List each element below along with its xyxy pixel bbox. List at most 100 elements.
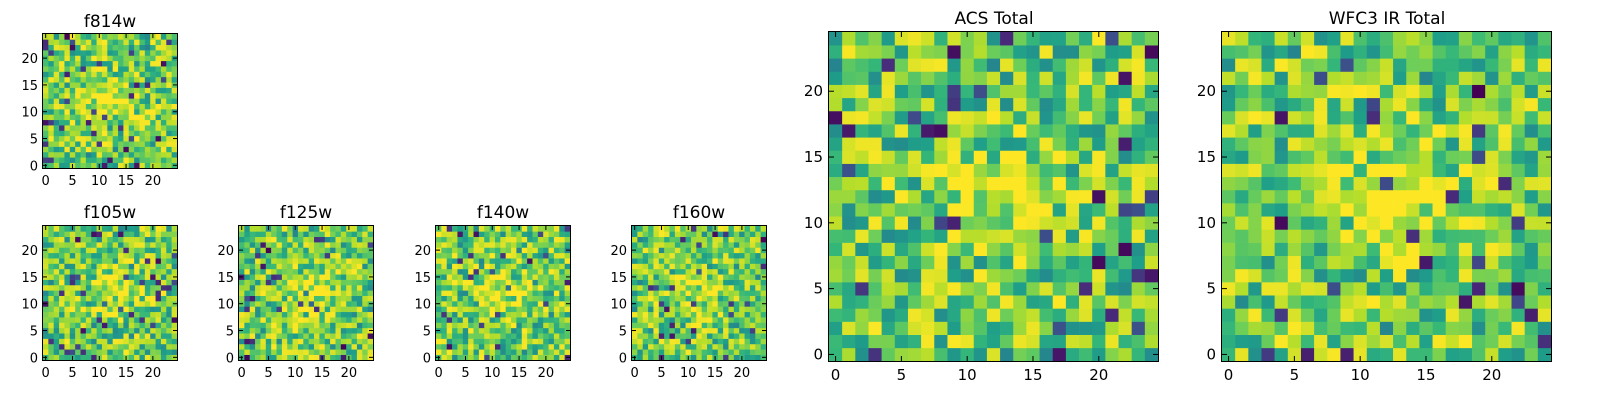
heatmap-cell [516,327,523,334]
heatmap-cell [842,110,856,125]
heatmap-cell [91,119,97,126]
heatmap-cell [155,226,162,232]
heatmap-cell [324,258,331,264]
heatmap-cell [80,242,87,248]
heatmap-cell [1235,110,1249,125]
x-tick-label: 10 [91,366,108,381]
heatmap-cell [755,284,761,291]
heatmap-cell [171,103,178,110]
heatmap-cell [96,242,103,248]
heatmap-cell [1419,295,1433,309]
heatmap-cell [723,343,729,350]
heatmap-cell [521,295,528,302]
heatmap-cell [297,268,304,275]
heatmap-cell [118,39,124,46]
heatmap-cell [986,71,1001,85]
heatmap-cell [292,247,299,254]
heatmap-cell [881,321,896,335]
heatmap-cell [308,290,315,296]
heatmap-cell [1065,150,1080,164]
heatmap-cell [80,119,87,126]
heatmap-cell [340,263,347,270]
heatmap-cell [1287,189,1302,204]
heatmap-cell [139,103,146,110]
heatmap-cell [1327,268,1341,283]
heatmap-cell [712,333,719,339]
heatmap-cell [685,242,692,248]
heatmap-cell [308,333,315,339]
heatmap-cell [1472,347,1486,362]
heatmap-cell [107,279,113,286]
heatmap-cell [934,137,948,151]
heatmap-cell [473,343,480,350]
heatmap-cell [712,247,719,254]
heatmap-cell [457,333,464,339]
heatmap-cell [150,279,156,286]
heatmap-cell [685,290,692,296]
heatmap-cell [139,311,146,318]
heatmap-cell [690,349,697,355]
heatmap-cell [468,258,474,264]
heatmap-cell [308,284,315,291]
heatmap-cell [1026,295,1040,309]
heatmap-cell [297,274,304,280]
heatmap-cell [1524,282,1539,296]
heatmap-cell [1274,216,1289,230]
heatmap-cell [123,50,130,56]
heatmap-cell [452,231,458,238]
heatmap-cell [144,44,151,51]
heatmap-cell [1419,97,1433,112]
heatmap-cell [664,338,670,345]
heatmap-cell [468,231,474,238]
heatmap-cell [521,322,528,329]
heatmap-cell [829,216,843,230]
heatmap-cell [80,50,87,56]
heatmap-cell [744,317,751,323]
heatmap-cell [1366,45,1381,59]
heatmap-cell [166,119,172,126]
heatmap-cell [564,279,571,286]
heatmap-cell [107,349,113,355]
heatmap-cell [894,321,909,335]
heatmap-cell [239,338,245,345]
heatmap-cell [648,274,654,280]
heatmap-cell [155,157,162,163]
heatmap-cell [473,290,480,296]
heatmap-cell [118,242,124,248]
heatmap-cell [749,242,756,248]
heatmap-cell [723,284,729,291]
heatmap-cell [319,349,326,355]
heatmap-cell [452,268,458,275]
heatmap-cell [728,343,735,350]
heatmap-cell [287,268,293,275]
heatmap-cell [505,354,512,361]
heatmap-cell [1052,242,1067,257]
heatmap-cell [500,322,506,329]
heatmap-cell [532,242,539,248]
heatmap-cell [829,229,843,243]
heatmap-cell [642,306,649,313]
heatmap-cell [128,338,135,345]
x-tick-label: 10 [91,174,108,189]
heatmap-cell [669,279,676,286]
heatmap-cell [829,150,843,164]
heatmap-cell [947,32,961,46]
heatmap-cell [123,66,130,72]
heatmap-cell [947,242,961,257]
heatmap-cell [324,284,331,291]
heatmap-cell [166,295,172,302]
heatmap-cell [150,284,156,291]
heatmap-cell [1314,282,1328,296]
heatmap-cell [351,263,358,270]
heatmap-cell [696,231,702,238]
heatmap-cell [362,258,368,264]
heatmap-cell [553,258,560,264]
heatmap-cell [973,97,988,112]
heatmap-cell [760,268,767,275]
heatmap-cell [239,317,245,323]
heatmap-cell [532,279,539,286]
heatmap-cell [1524,242,1539,257]
heatmap-cell [543,284,549,291]
heatmap-cell [64,274,71,280]
heatmap-cell [80,268,87,275]
